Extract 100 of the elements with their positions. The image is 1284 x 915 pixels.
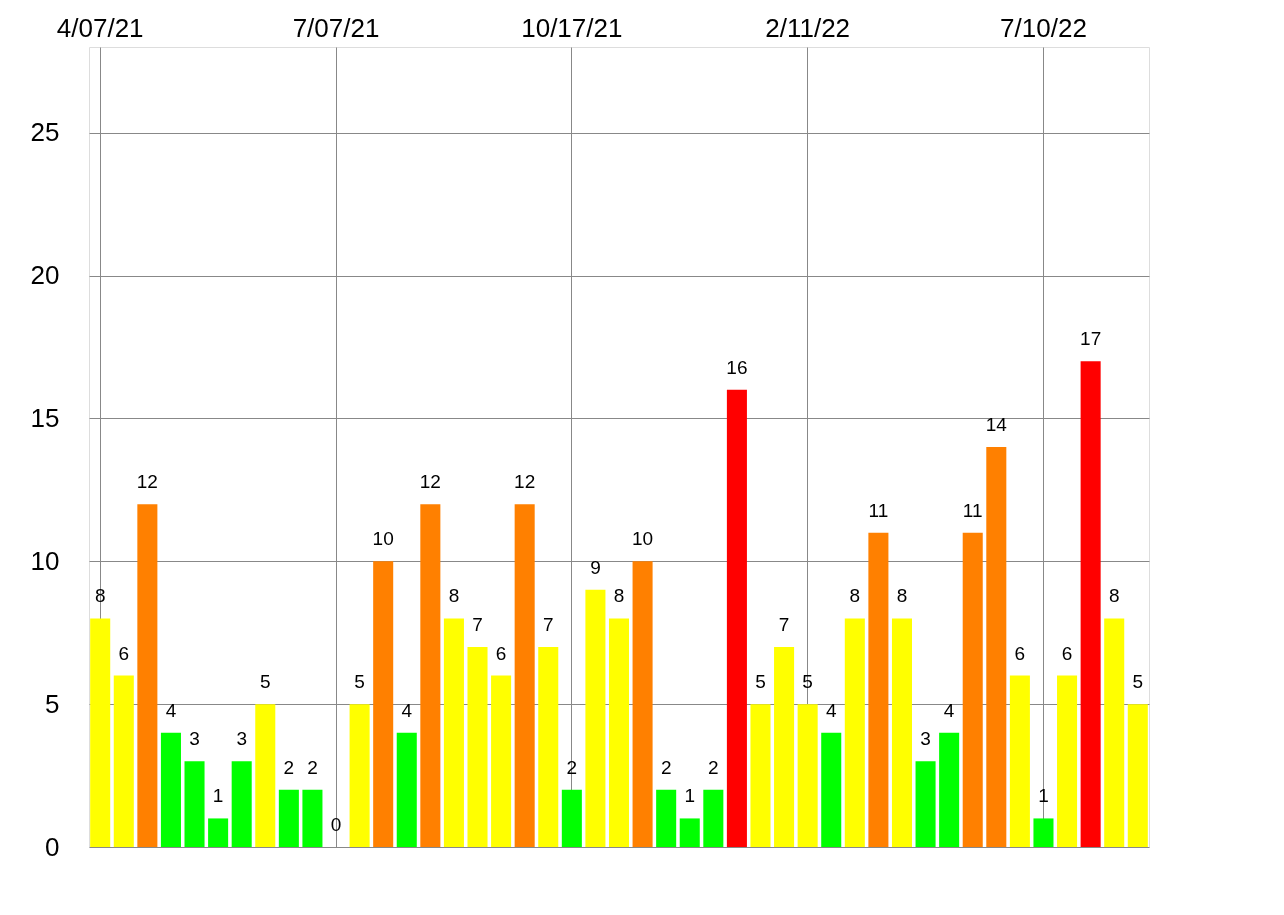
bar — [420, 504, 441, 847]
bar — [491, 675, 512, 847]
data-label: 2 — [660, 756, 672, 778]
bar — [184, 761, 205, 847]
bar — [585, 589, 606, 847]
bar — [1104, 618, 1125, 847]
data-label: 9 — [590, 556, 601, 578]
bar — [514, 504, 535, 847]
data-label: 8 — [94, 585, 106, 607]
bar — [679, 818, 700, 847]
bar — [726, 389, 747, 847]
bar — [113, 675, 134, 847]
bar — [750, 704, 771, 847]
bar — [821, 732, 842, 847]
data-label: 6 — [1061, 642, 1073, 664]
bar — [1057, 675, 1078, 847]
data-label: 8 — [849, 585, 861, 607]
bar — [868, 532, 889, 847]
bar — [915, 761, 936, 847]
y-tick-label: 15 — [30, 402, 60, 433]
bar — [137, 504, 158, 847]
data-label: 8 — [1108, 585, 1120, 607]
data-label: 1 — [684, 785, 696, 807]
bar — [608, 618, 630, 847]
data-label: 2 — [708, 756, 719, 778]
bar — [632, 561, 653, 847]
data-label: 8 — [896, 585, 908, 607]
data-label: 8 — [613, 585, 625, 607]
data-label: 11 — [962, 499, 983, 521]
data-label: 12 — [419, 471, 441, 493]
bar — [396, 732, 417, 847]
data-label: 4 — [401, 699, 413, 721]
data-label: 16 — [726, 356, 748, 378]
x-tick-label: 4/07/21 — [56, 12, 144, 43]
bar — [986, 447, 1007, 847]
bar — [1009, 675, 1030, 847]
data-label: 2 — [566, 756, 578, 778]
bar — [231, 761, 252, 847]
x-tick-label: 7/07/21 — [292, 12, 380, 43]
bar — [939, 732, 960, 847]
data-label: 1 — [1038, 785, 1049, 807]
bar — [844, 618, 865, 847]
data-label: 3 — [920, 728, 931, 750]
data-label: 7 — [472, 614, 483, 635]
bar — [208, 818, 229, 847]
data-label: 12 — [136, 471, 158, 493]
bar — [891, 618, 912, 847]
bar — [703, 789, 724, 847]
bar — [467, 647, 488, 847]
data-label: 3 — [189, 728, 200, 750]
bar — [962, 532, 983, 847]
y-tick-label: 0 — [45, 831, 60, 862]
data-label: 12 — [514, 471, 536, 493]
data-label: 6 — [1014, 642, 1026, 664]
x-tick-label: 2/11/22 — [765, 12, 851, 43]
bar — [797, 704, 818, 847]
bar — [255, 704, 276, 847]
data-label: 10 — [372, 528, 394, 550]
data-label: 4 — [165, 699, 177, 721]
bar — [561, 789, 582, 847]
bar — [774, 647, 795, 847]
bar — [278, 789, 299, 847]
data-label: 5 — [354, 671, 365, 693]
data-label: 2 — [307, 756, 318, 778]
x-tick-label: 10/17/21 — [521, 12, 623, 43]
data-label: 0 — [330, 814, 342, 835]
bar — [302, 789, 323, 847]
data-label: 2 — [283, 756, 295, 778]
data-label: 1 — [212, 785, 224, 807]
data-label: 6 — [118, 642, 130, 664]
bar — [538, 647, 559, 847]
data-label: 11 — [868, 499, 889, 521]
y-tick-label: 25 — [30, 117, 60, 148]
y-tick-label: 5 — [45, 688, 60, 719]
data-label: 7 — [542, 614, 554, 635]
data-label: 14 — [985, 414, 1008, 435]
data-label: 8 — [448, 585, 460, 607]
y-tick-label: 20 — [30, 260, 60, 291]
data-label: 3 — [236, 728, 247, 750]
y-tick-label: 10 — [30, 545, 60, 576]
data-label: 5 — [755, 671, 766, 693]
bar — [1033, 818, 1054, 847]
bar — [1080, 361, 1101, 847]
data-label: 6 — [495, 642, 507, 664]
data-label: 5 — [802, 671, 813, 693]
bar — [160, 732, 181, 847]
bar — [373, 561, 394, 847]
data-label: 4 — [825, 699, 837, 721]
bar — [656, 789, 677, 847]
x-tick-label: 7/10/22 — [1000, 12, 1087, 43]
data-label: 5 — [259, 671, 271, 693]
data-label: 10 — [632, 528, 654, 550]
data-label: 5 — [1132, 671, 1144, 693]
bar — [443, 618, 464, 847]
data-label: 4 — [943, 699, 955, 721]
data-label: 17 — [1080, 328, 1102, 350]
bar — [90, 618, 111, 847]
bar — [349, 704, 370, 847]
data-label: 7 — [778, 614, 790, 635]
bar — [1127, 704, 1148, 847]
